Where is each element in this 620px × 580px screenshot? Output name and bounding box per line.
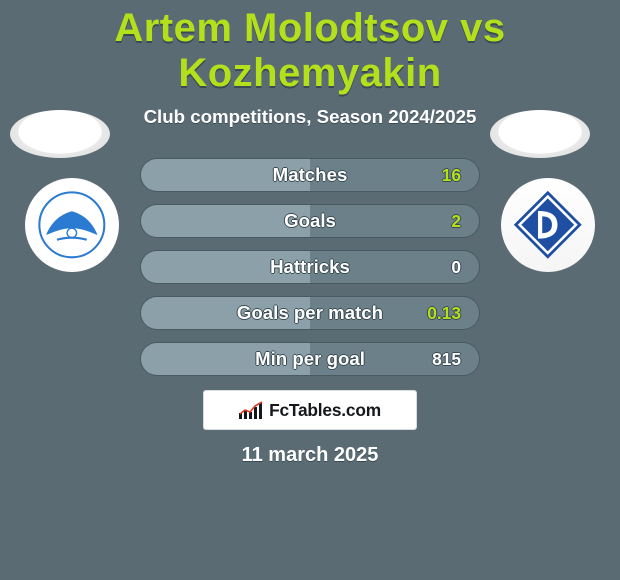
- date-text: 11 march 2025: [242, 444, 379, 466]
- stats-container: Matches 16 Goals 2 Hattricks 0 Goals per match…: [0, 158, 620, 376]
- player-left-avatar: [10, 110, 110, 158]
- comparison-card: Artem Molodtsov vs Kozhemyakin Club comp…: [0, 0, 620, 580]
- stat-value-right: 815: [432, 349, 461, 370]
- stat-label: Min per goal: [141, 348, 479, 370]
- title-text: Artem Molodtsov vs Kozhemyakin: [114, 6, 505, 95]
- stat-row: Min per goal 815: [140, 342, 480, 376]
- player-right-avatar: [490, 110, 590, 158]
- stat-label-text: Min per goal: [255, 348, 365, 369]
- subtitle-text: Club competitions, Season 2024/2025: [144, 106, 477, 127]
- stat-label: Goals: [141, 210, 479, 232]
- stat-value-right: 0.13: [427, 303, 461, 324]
- stat-value-right: 0: [451, 257, 461, 278]
- stat-label-text: Matches: [273, 164, 348, 185]
- stat-value-right: 16: [442, 165, 461, 186]
- stat-label: Hattricks: [141, 256, 479, 278]
- brand-text: FcTables.com: [269, 400, 381, 421]
- stat-row: Matches 16: [140, 158, 480, 192]
- stat-label-text: Goals: [284, 210, 336, 231]
- stat-value-right: 2: [451, 211, 461, 232]
- generated-date: 11 march 2025: [0, 444, 620, 467]
- brand-box[interactable]: FcTables.com: [203, 390, 417, 430]
- stat-row: Hattricks 0: [140, 250, 480, 284]
- stat-label-text: Hattricks: [270, 256, 350, 277]
- page-title: Artem Molodtsov vs Kozhemyakin: [0, 0, 620, 96]
- stat-label: Matches: [141, 164, 479, 186]
- stat-row: Goals 2: [140, 204, 480, 238]
- stat-row: Goals per match 0.13: [140, 296, 480, 330]
- chart-icon: [239, 401, 263, 419]
- stat-label-text: Goals per match: [237, 302, 383, 323]
